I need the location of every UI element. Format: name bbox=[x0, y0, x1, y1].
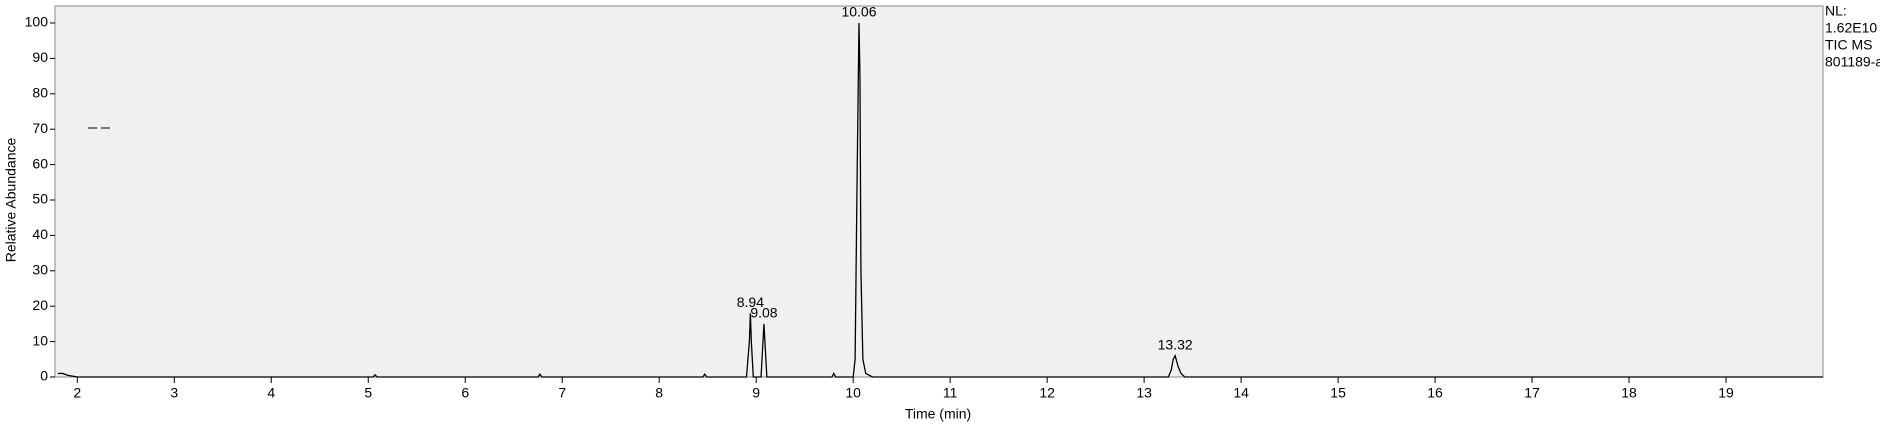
info-text: 801189-a bbox=[1825, 54, 1880, 70]
x-tick-label: 16 bbox=[1427, 385, 1443, 401]
y-tick-label: 90 bbox=[32, 49, 48, 65]
x-tick-label: 14 bbox=[1233, 385, 1249, 401]
info-text: 1.62E10 bbox=[1825, 20, 1877, 36]
y-tick-label: 20 bbox=[32, 297, 48, 313]
x-tick-label: 4 bbox=[267, 385, 275, 401]
y-tick-label: 10 bbox=[32, 332, 48, 348]
x-tick-label: 11 bbox=[943, 385, 958, 401]
x-axis-label: Time (min) bbox=[905, 406, 971, 422]
y-tick-label: 30 bbox=[32, 262, 48, 278]
info-text: TIC MS bbox=[1825, 37, 1872, 53]
peak-label: 9.08 bbox=[750, 305, 777, 321]
x-tick-label: 19 bbox=[1718, 385, 1734, 401]
x-tick-label: 18 bbox=[1621, 385, 1637, 401]
info-text: NL: bbox=[1825, 3, 1847, 19]
x-tick-label: 13 bbox=[1136, 385, 1152, 401]
peak-label: 8.94 bbox=[737, 294, 764, 310]
y-tick-label: 50 bbox=[32, 191, 48, 207]
x-tick-label: 5 bbox=[364, 385, 372, 401]
trace bbox=[57, 22, 1823, 378]
plot-area bbox=[54, 5, 1824, 378]
y-axis-label: Relative Abundance bbox=[3, 138, 19, 263]
x-tick-label: 6 bbox=[461, 385, 469, 401]
x-tick-label: 12 bbox=[1039, 385, 1055, 401]
x-tick-label: 10 bbox=[845, 385, 861, 401]
peak-label: 10.06 bbox=[841, 4, 876, 20]
x-tick-label: 7 bbox=[558, 385, 566, 401]
y-tick-label: 0 bbox=[40, 368, 48, 384]
y-tick-label: 70 bbox=[32, 120, 48, 136]
x-tick-label: 2 bbox=[73, 385, 81, 401]
y-tick-label: 60 bbox=[32, 155, 48, 171]
y-tick-label: 40 bbox=[32, 226, 48, 242]
x-tick-label: 15 bbox=[1330, 385, 1346, 401]
x-tick-label: 17 bbox=[1524, 385, 1540, 401]
x-tick-label: 8 bbox=[655, 385, 663, 401]
peak-label: 13.32 bbox=[1158, 336, 1193, 352]
y-tick-label: 100 bbox=[25, 14, 49, 30]
y-tick-label: 80 bbox=[32, 85, 48, 101]
x-tick-label: 3 bbox=[170, 385, 178, 401]
x-tick-label: 9 bbox=[752, 385, 760, 401]
